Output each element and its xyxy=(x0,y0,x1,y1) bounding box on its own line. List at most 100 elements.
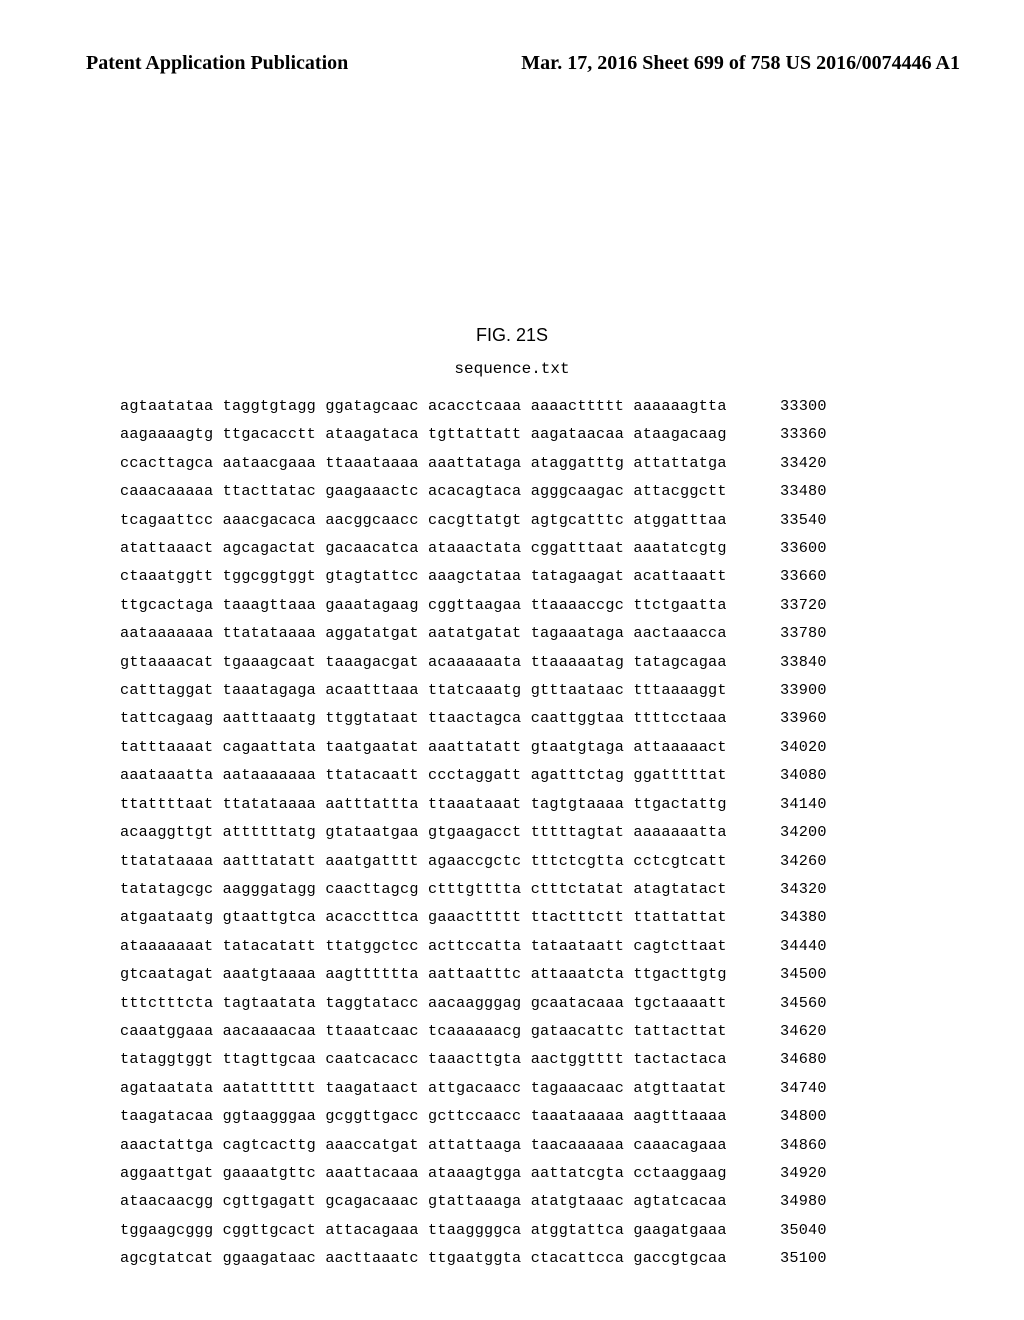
sequence-groups: catttaggat taaatagaga acaatttaaa ttatcaa… xyxy=(120,681,727,699)
sequence-row: gtcaatagat aaatgtaaaa aagtttttta aattaat… xyxy=(120,960,827,988)
sequence-block: agtaatataa taggtgtagg ggatagcaac acacctc… xyxy=(120,392,827,1273)
sequence-position: 33780 xyxy=(727,619,827,647)
sequence-row: tggaagcggg cggttgcact attacagaaa ttaaggg… xyxy=(120,1216,827,1244)
sequence-position: 34080 xyxy=(727,761,827,789)
sequence-groups: agcgtatcat ggaagataac aacttaaatc ttgaatg… xyxy=(120,1249,727,1267)
sequence-groups: aataaaaaaa ttatataaaa aggatatgat aatatga… xyxy=(120,624,727,642)
sequence-row: agtaatataa taggtgtagg ggatagcaac acacctc… xyxy=(120,392,827,420)
sequence-position: 34680 xyxy=(727,1045,827,1073)
sequence-row: ttatataaaa aatttatatt aaatgatttt agaaccg… xyxy=(120,847,827,875)
sequence-groups: tcagaattcc aaacgacaca aacggcaacc cacgtta… xyxy=(120,511,727,529)
page-header: Patent Application Publication Mar. 17, … xyxy=(0,52,1024,75)
sequence-row: ttgcactaga taaagttaaa gaaatagaag cggttaa… xyxy=(120,591,827,619)
sequence-position: 33540 xyxy=(727,506,827,534)
sequence-groups: gttaaaacat tgaaagcaat taaagacgat acaaaaa… xyxy=(120,653,727,671)
sequence-groups: gtcaatagat aaatgtaaaa aagtttttta aattaat… xyxy=(120,965,727,983)
page: Patent Application Publication Mar. 17, … xyxy=(0,0,1024,1320)
sequence-row: agcgtatcat ggaagataac aacttaaatc ttgaatg… xyxy=(120,1244,827,1272)
sequence-position: 34440 xyxy=(727,932,827,960)
sequence-row: gttaaaacat tgaaagcaat taaagacgat acaaaaa… xyxy=(120,648,827,676)
sequence-groups: ataacaacgg cgttgagatt gcagacaaac gtattaa… xyxy=(120,1192,727,1210)
sequence-row: aaataaatta aataaaaaaa ttatacaatt ccctagg… xyxy=(120,761,827,789)
sequence-position: 34980 xyxy=(727,1187,827,1215)
sequence-groups: ccacttagca aataacgaaa ttaaataaaa aaattat… xyxy=(120,454,727,472)
sequence-groups: tataggtggt ttagttgcaa caatcacacc taaactt… xyxy=(120,1050,727,1068)
sequence-row: aggaattgat gaaaatgttc aaattacaaa ataaagt… xyxy=(120,1159,827,1187)
sequence-position: 33300 xyxy=(727,392,827,420)
sequence-position: 34380 xyxy=(727,903,827,931)
sequence-position: 34500 xyxy=(727,960,827,988)
sequence-row: caaatggaaa aacaaaacaa ttaaatcaac tcaaaaa… xyxy=(120,1017,827,1045)
sequence-row: ctaaatggtt tggcggtggt gtagtattcc aaagcta… xyxy=(120,562,827,590)
sequence-position: 35100 xyxy=(727,1244,827,1272)
sequence-groups: ttattttaat ttatataaaa aatttattta ttaaata… xyxy=(120,795,727,813)
sequence-groups: aggaattgat gaaaatgttc aaattacaaa ataaagt… xyxy=(120,1164,727,1182)
sequence-groups: ctaaatggtt tggcggtggt gtagtattcc aaagcta… xyxy=(120,567,727,585)
sequence-row: aagaaaagtg ttgacacctt ataagataca tgttatt… xyxy=(120,420,827,448)
sequence-groups: ttatataaaa aatttatatt aaatgatttt agaaccg… xyxy=(120,852,727,870)
sequence-groups: atattaaact agcagactat gacaacatca ataaact… xyxy=(120,539,727,557)
sequence-position: 33420 xyxy=(727,449,827,477)
sequence-position: 35040 xyxy=(727,1216,827,1244)
sequence-groups: agataatata aatatttttt taagataact attgaca… xyxy=(120,1079,727,1097)
sequence-groups: tttctttcta tagtaatata taggtatacc aacaagg… xyxy=(120,994,727,1012)
sequence-groups: aagaaaagtg ttgacacctt ataagataca tgttatt… xyxy=(120,425,727,443)
sequence-groups: tatatagcgc aagggatagg caacttagcg ctttgtt… xyxy=(120,880,727,898)
sequence-groups: agtaatataa taggtgtagg ggatagcaac acacctc… xyxy=(120,397,727,415)
figure-label: FIG. 21S xyxy=(0,325,1024,346)
sequence-groups: acaaggttgt attttttatg gtataatgaa gtgaaga… xyxy=(120,823,727,841)
sequence-row: tatatagcgc aagggatagg caacttagcg ctttgtt… xyxy=(120,875,827,903)
sequence-row: acaaggttgt attttttatg gtataatgaa gtgaaga… xyxy=(120,818,827,846)
sequence-groups: taagatacaa ggtaagggaa gcggttgacc gcttcca… xyxy=(120,1107,727,1125)
sequence-position: 33840 xyxy=(727,648,827,676)
sequence-position: 34260 xyxy=(727,847,827,875)
sequence-row: taagatacaa ggtaagggaa gcggttgacc gcttcca… xyxy=(120,1102,827,1130)
sequence-row: ataacaacgg cgttgagatt gcagacaaac gtattaa… xyxy=(120,1187,827,1215)
sequence-position: 34800 xyxy=(727,1102,827,1130)
sequence-position: 34920 xyxy=(727,1159,827,1187)
sequence-groups: atgaataatg gtaattgtca acacctttca gaaactt… xyxy=(120,908,727,926)
sequence-position: 34320 xyxy=(727,875,827,903)
sequence-position: 34560 xyxy=(727,989,827,1017)
sequence-groups: ttgcactaga taaagttaaa gaaatagaag cggttaa… xyxy=(120,596,727,614)
sequence-groups: aaactattga cagtcacttg aaaccatgat attatta… xyxy=(120,1136,727,1154)
sequence-position: 34140 xyxy=(727,790,827,818)
sequence-position: 34200 xyxy=(727,818,827,846)
sequence-row: agataatata aatatttttt taagataact attgaca… xyxy=(120,1074,827,1102)
header-left: Patent Application Publication xyxy=(86,52,348,75)
sequence-row: caaacaaaaa ttacttatac gaagaaactc acacagt… xyxy=(120,477,827,505)
sequence-position: 33960 xyxy=(727,704,827,732)
sequence-row: ccacttagca aataacgaaa ttaaataaaa aaattat… xyxy=(120,449,827,477)
sequence-row: ttattttaat ttatataaaa aatttattta ttaaata… xyxy=(120,790,827,818)
sequence-groups: tggaagcggg cggttgcact attacagaaa ttaaggg… xyxy=(120,1221,727,1239)
sequence-position: 33720 xyxy=(727,591,827,619)
sequence-row: aaactattga cagtcacttg aaaccatgat attatta… xyxy=(120,1131,827,1159)
sequence-position: 34620 xyxy=(727,1017,827,1045)
sequence-groups: ataaaaaaat tatacatatt ttatggctcc acttcca… xyxy=(120,937,727,955)
sequence-position: 33360 xyxy=(727,420,827,448)
sequence-groups: caaacaaaaa ttacttatac gaagaaactc acacagt… xyxy=(120,482,727,500)
sequence-position: 33600 xyxy=(727,534,827,562)
sequence-row: tttctttcta tagtaatata taggtatacc aacaagg… xyxy=(120,989,827,1017)
sequence-groups: tattcagaag aatttaaatg ttggtataat ttaacta… xyxy=(120,709,727,727)
sequence-row: tatttaaaat cagaattata taatgaatat aaattat… xyxy=(120,733,827,761)
sequence-position: 34020 xyxy=(727,733,827,761)
sequence-row: atgaataatg gtaattgtca acacctttca gaaactt… xyxy=(120,903,827,931)
sequence-row: ataaaaaaat tatacatatt ttatggctcc acttcca… xyxy=(120,932,827,960)
sequence-row: tattcagaag aatttaaatg ttggtataat ttaacta… xyxy=(120,704,827,732)
sequence-position: 33480 xyxy=(727,477,827,505)
sequence-groups: tatttaaaat cagaattata taatgaatat aaattat… xyxy=(120,738,727,756)
sequence-row: aataaaaaaa ttatataaaa aggatatgat aatatga… xyxy=(120,619,827,647)
sequence-position: 34740 xyxy=(727,1074,827,1102)
sequence-position: 33660 xyxy=(727,562,827,590)
sequence-position: 33900 xyxy=(727,676,827,704)
sequence-row: atattaaact agcagactat gacaacatca ataaact… xyxy=(120,534,827,562)
sequence-groups: caaatggaaa aacaaaacaa ttaaatcaac tcaaaaa… xyxy=(120,1022,727,1040)
sequence-groups: aaataaatta aataaaaaaa ttatacaatt ccctagg… xyxy=(120,766,727,784)
header-right: Mar. 17, 2016 Sheet 699 of 758 US 2016/0… xyxy=(521,52,960,75)
sequence-title: sequence.txt xyxy=(0,360,1024,378)
sequence-row: catttaggat taaatagaga acaatttaaa ttatcaa… xyxy=(120,676,827,704)
sequence-row: tcagaattcc aaacgacaca aacggcaacc cacgtta… xyxy=(120,506,827,534)
sequence-row: tataggtggt ttagttgcaa caatcacacc taaactt… xyxy=(120,1045,827,1073)
sequence-position: 34860 xyxy=(727,1131,827,1159)
